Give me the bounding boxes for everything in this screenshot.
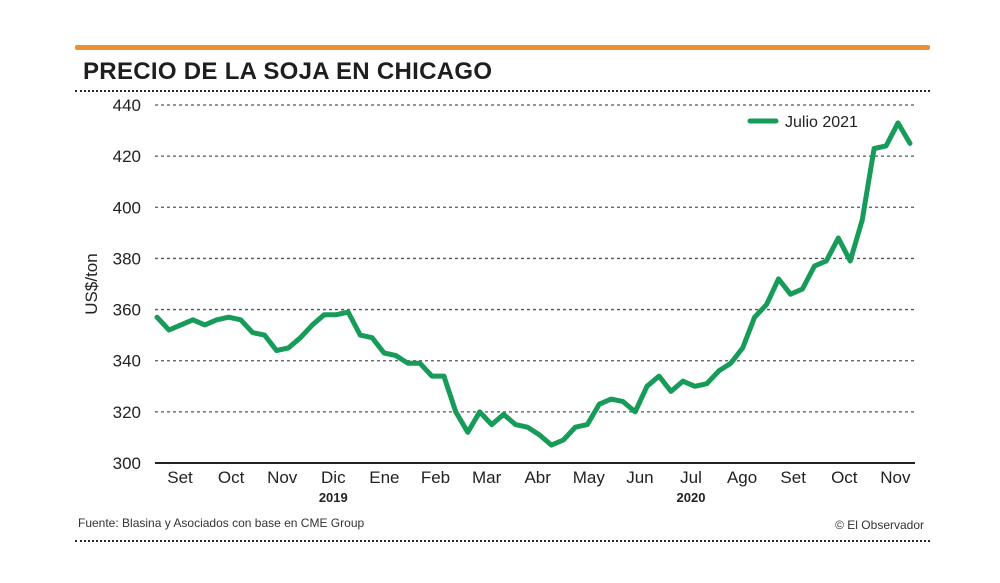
- x-tick-label: Mar: [472, 468, 502, 487]
- accent-rule: [75, 45, 930, 50]
- y-tick-label: 380: [113, 249, 141, 268]
- x-tick-label: Ago: [727, 468, 757, 487]
- y-tick-label: 440: [113, 96, 141, 115]
- x-tick-label: Jun: [626, 468, 653, 487]
- y-tick-label: 360: [113, 301, 141, 320]
- chart-title: PRECIO DE LA SOJA EN CHICAGO: [83, 58, 493, 85]
- year-label: 2020: [677, 490, 706, 505]
- source-note: Fuente: Blasina y Asociados con base en …: [78, 516, 365, 530]
- y-tick-label: 300: [113, 454, 141, 473]
- x-axis: Set Oct Nov Dic Ene Feb Mar Abr May Jun Jul Ago Set O…: [167, 468, 911, 505]
- y-tick-label: 400: [113, 198, 141, 217]
- legend: Julio 2021: [747, 114, 858, 131]
- y-tick-label: 420: [113, 147, 141, 166]
- x-tick-label: Set: [167, 468, 193, 487]
- x-tick-label: Jul: [680, 468, 702, 487]
- series-line-julio-2021: [154, 120, 913, 448]
- year-label: 2019: [319, 490, 348, 505]
- x-tick-label: Ene: [369, 468, 399, 487]
- footer-divider: [75, 540, 930, 542]
- gridlines: [155, 104, 915, 413]
- y-axis: 300 320 340 360 380 400 420 440 US$/ton: [82, 96, 915, 473]
- y-tick-label: 340: [113, 352, 141, 371]
- x-tick-label: Nov: [267, 468, 298, 487]
- x-tick-label: Oct: [831, 468, 858, 487]
- credit-note: © El Observador: [835, 518, 924, 532]
- x-tick-label: Feb: [421, 468, 450, 487]
- y-tick-label: 320: [113, 403, 141, 422]
- x-tick-label: Set: [780, 468, 806, 487]
- legend-label: Julio 2021: [785, 114, 858, 131]
- series-lines: [154, 120, 913, 448]
- x-tick-label: Oct: [218, 468, 245, 487]
- x-tick-label: Dic: [321, 468, 346, 487]
- x-tick-label: May: [573, 468, 606, 487]
- title-divider: [75, 90, 930, 92]
- y-axis-title: US$/ton: [82, 253, 101, 314]
- x-tick-label: Nov: [880, 468, 911, 487]
- x-tick-label: Abr: [524, 468, 551, 487]
